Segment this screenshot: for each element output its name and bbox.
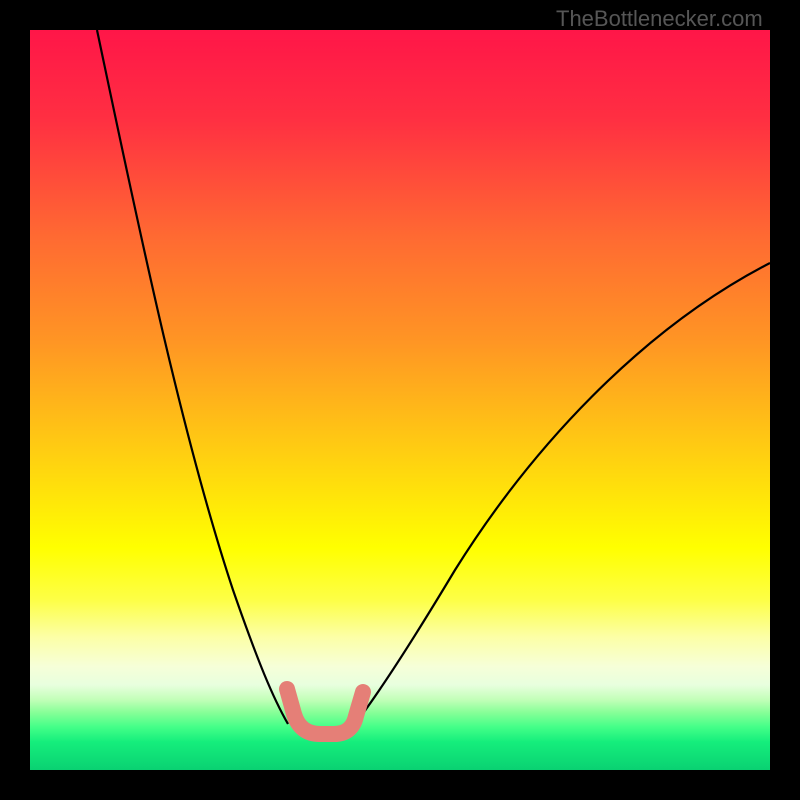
watermark-text: TheBottlenecker.com — [556, 6, 763, 32]
plot-svg — [30, 30, 770, 770]
plot-area — [30, 30, 770, 770]
